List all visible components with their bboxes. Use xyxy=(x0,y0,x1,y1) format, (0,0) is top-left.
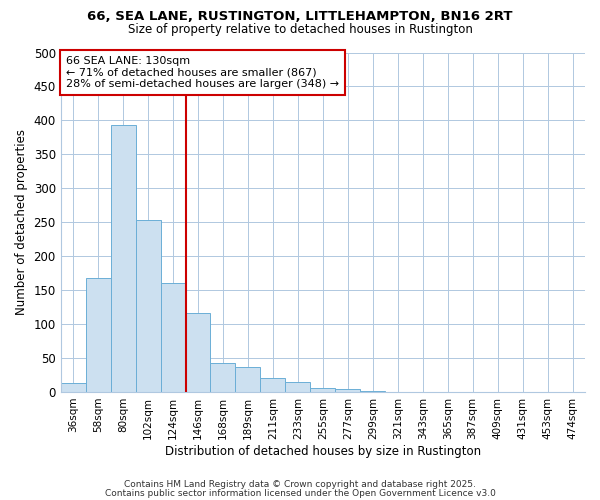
X-axis label: Distribution of detached houses by size in Rustington: Distribution of detached houses by size … xyxy=(165,444,481,458)
Bar xyxy=(235,367,260,392)
Bar xyxy=(61,383,86,392)
Bar xyxy=(335,388,360,392)
Bar xyxy=(185,313,211,392)
Y-axis label: Number of detached properties: Number of detached properties xyxy=(15,129,28,315)
Text: 66, SEA LANE, RUSTINGTON, LITTLEHAMPTON, BN16 2RT: 66, SEA LANE, RUSTINGTON, LITTLEHAMPTON,… xyxy=(87,10,513,23)
Bar xyxy=(110,125,136,392)
Bar xyxy=(286,382,310,392)
Bar xyxy=(86,278,110,392)
Bar xyxy=(260,378,286,392)
Text: Contains public sector information licensed under the Open Government Licence v3: Contains public sector information licen… xyxy=(104,488,496,498)
Bar xyxy=(161,284,185,392)
Bar xyxy=(211,363,235,392)
Text: Size of property relative to detached houses in Rustington: Size of property relative to detached ho… xyxy=(128,22,472,36)
Text: 66 SEA LANE: 130sqm
← 71% of detached houses are smaller (867)
28% of semi-detac: 66 SEA LANE: 130sqm ← 71% of detached ho… xyxy=(66,56,339,89)
Text: Contains HM Land Registry data © Crown copyright and database right 2025.: Contains HM Land Registry data © Crown c… xyxy=(124,480,476,489)
Bar xyxy=(136,220,161,392)
Bar xyxy=(360,390,385,392)
Bar xyxy=(310,388,335,392)
